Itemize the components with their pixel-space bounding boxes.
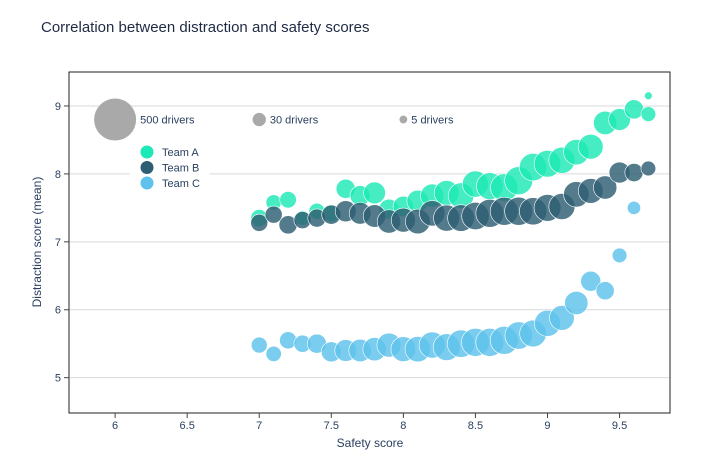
bubble[interactable] <box>644 91 653 100</box>
x-tick-label: 6 <box>112 420 118 432</box>
legend-swatch <box>140 161 154 174</box>
series-team-b <box>250 160 657 235</box>
size-legend-bubble <box>399 115 408 124</box>
bubble[interactable] <box>608 108 631 131</box>
bubble[interactable] <box>279 191 297 209</box>
bubble[interactable] <box>640 160 657 177</box>
bubble[interactable] <box>564 290 589 315</box>
bubble[interactable] <box>265 345 282 362</box>
bubble[interactable] <box>624 163 644 182</box>
x-axis-ticks: 6 6.5 7 7.5 8 8.5 9 9.5 <box>112 413 627 432</box>
plot-frame <box>68 71 671 414</box>
legend-swatch <box>140 145 154 159</box>
x-tick-label: 8.5 <box>468 420 483 432</box>
y-tick-label: 9 <box>55 101 61 113</box>
legend[interactable]: Team A Team B Team C <box>130 140 210 192</box>
chart-title: Correlation between distraction and safe… <box>41 19 370 36</box>
legend-item-label[interactable]: Team A <box>162 147 199 159</box>
size-legend-label: 30 drivers <box>270 115 319 127</box>
x-tick-label: 7.5 <box>324 420 339 432</box>
legend-item-label[interactable]: Team C <box>162 178 200 190</box>
x-tick-label: 9.5 <box>612 420 627 432</box>
bubble[interactable] <box>363 181 386 205</box>
legend-swatch <box>140 176 154 190</box>
bubble[interactable] <box>640 106 657 122</box>
bubble[interactable] <box>627 200 641 215</box>
x-tick-label: 8 <box>400 420 406 432</box>
size-legend-label: 500 drivers <box>140 115 195 127</box>
bubble[interactable] <box>624 99 644 120</box>
y-tick-label: 8 <box>55 169 61 181</box>
series-team-c <box>250 200 641 363</box>
size-legend-bubble <box>252 112 266 127</box>
bubble[interactable] <box>611 247 628 264</box>
bubble[interactable] <box>250 213 269 232</box>
bubble[interactable] <box>264 205 283 224</box>
x-tick-label: 6.5 <box>180 420 195 432</box>
size-legend-bubble <box>94 98 137 141</box>
bubbles <box>250 91 657 363</box>
size-legend[interactable]: 500 drivers 30 drivers 5 drivers <box>94 98 454 141</box>
y-tick-label: 6 <box>55 305 61 317</box>
bubble[interactable] <box>593 175 618 200</box>
y-tick-label: 5 <box>55 373 61 385</box>
y-axis-ticks: 5 6 7 8 9 <box>55 101 69 385</box>
y-axis-label: Distraction score (mean) <box>30 177 44 308</box>
bubble[interactable] <box>250 336 268 354</box>
bubble[interactable] <box>580 270 602 292</box>
size-legend-label: 5 drivers <box>411 115 454 127</box>
bubble[interactable] <box>578 134 604 160</box>
legend-item-label[interactable]: Team B <box>162 163 199 175</box>
x-tick-label: 9 <box>544 420 550 432</box>
y-tick-label: 7 <box>55 237 61 249</box>
x-axis-label: Safety score <box>337 436 404 450</box>
x-tick-label: 7 <box>256 420 262 432</box>
bubble[interactable] <box>595 281 615 301</box>
